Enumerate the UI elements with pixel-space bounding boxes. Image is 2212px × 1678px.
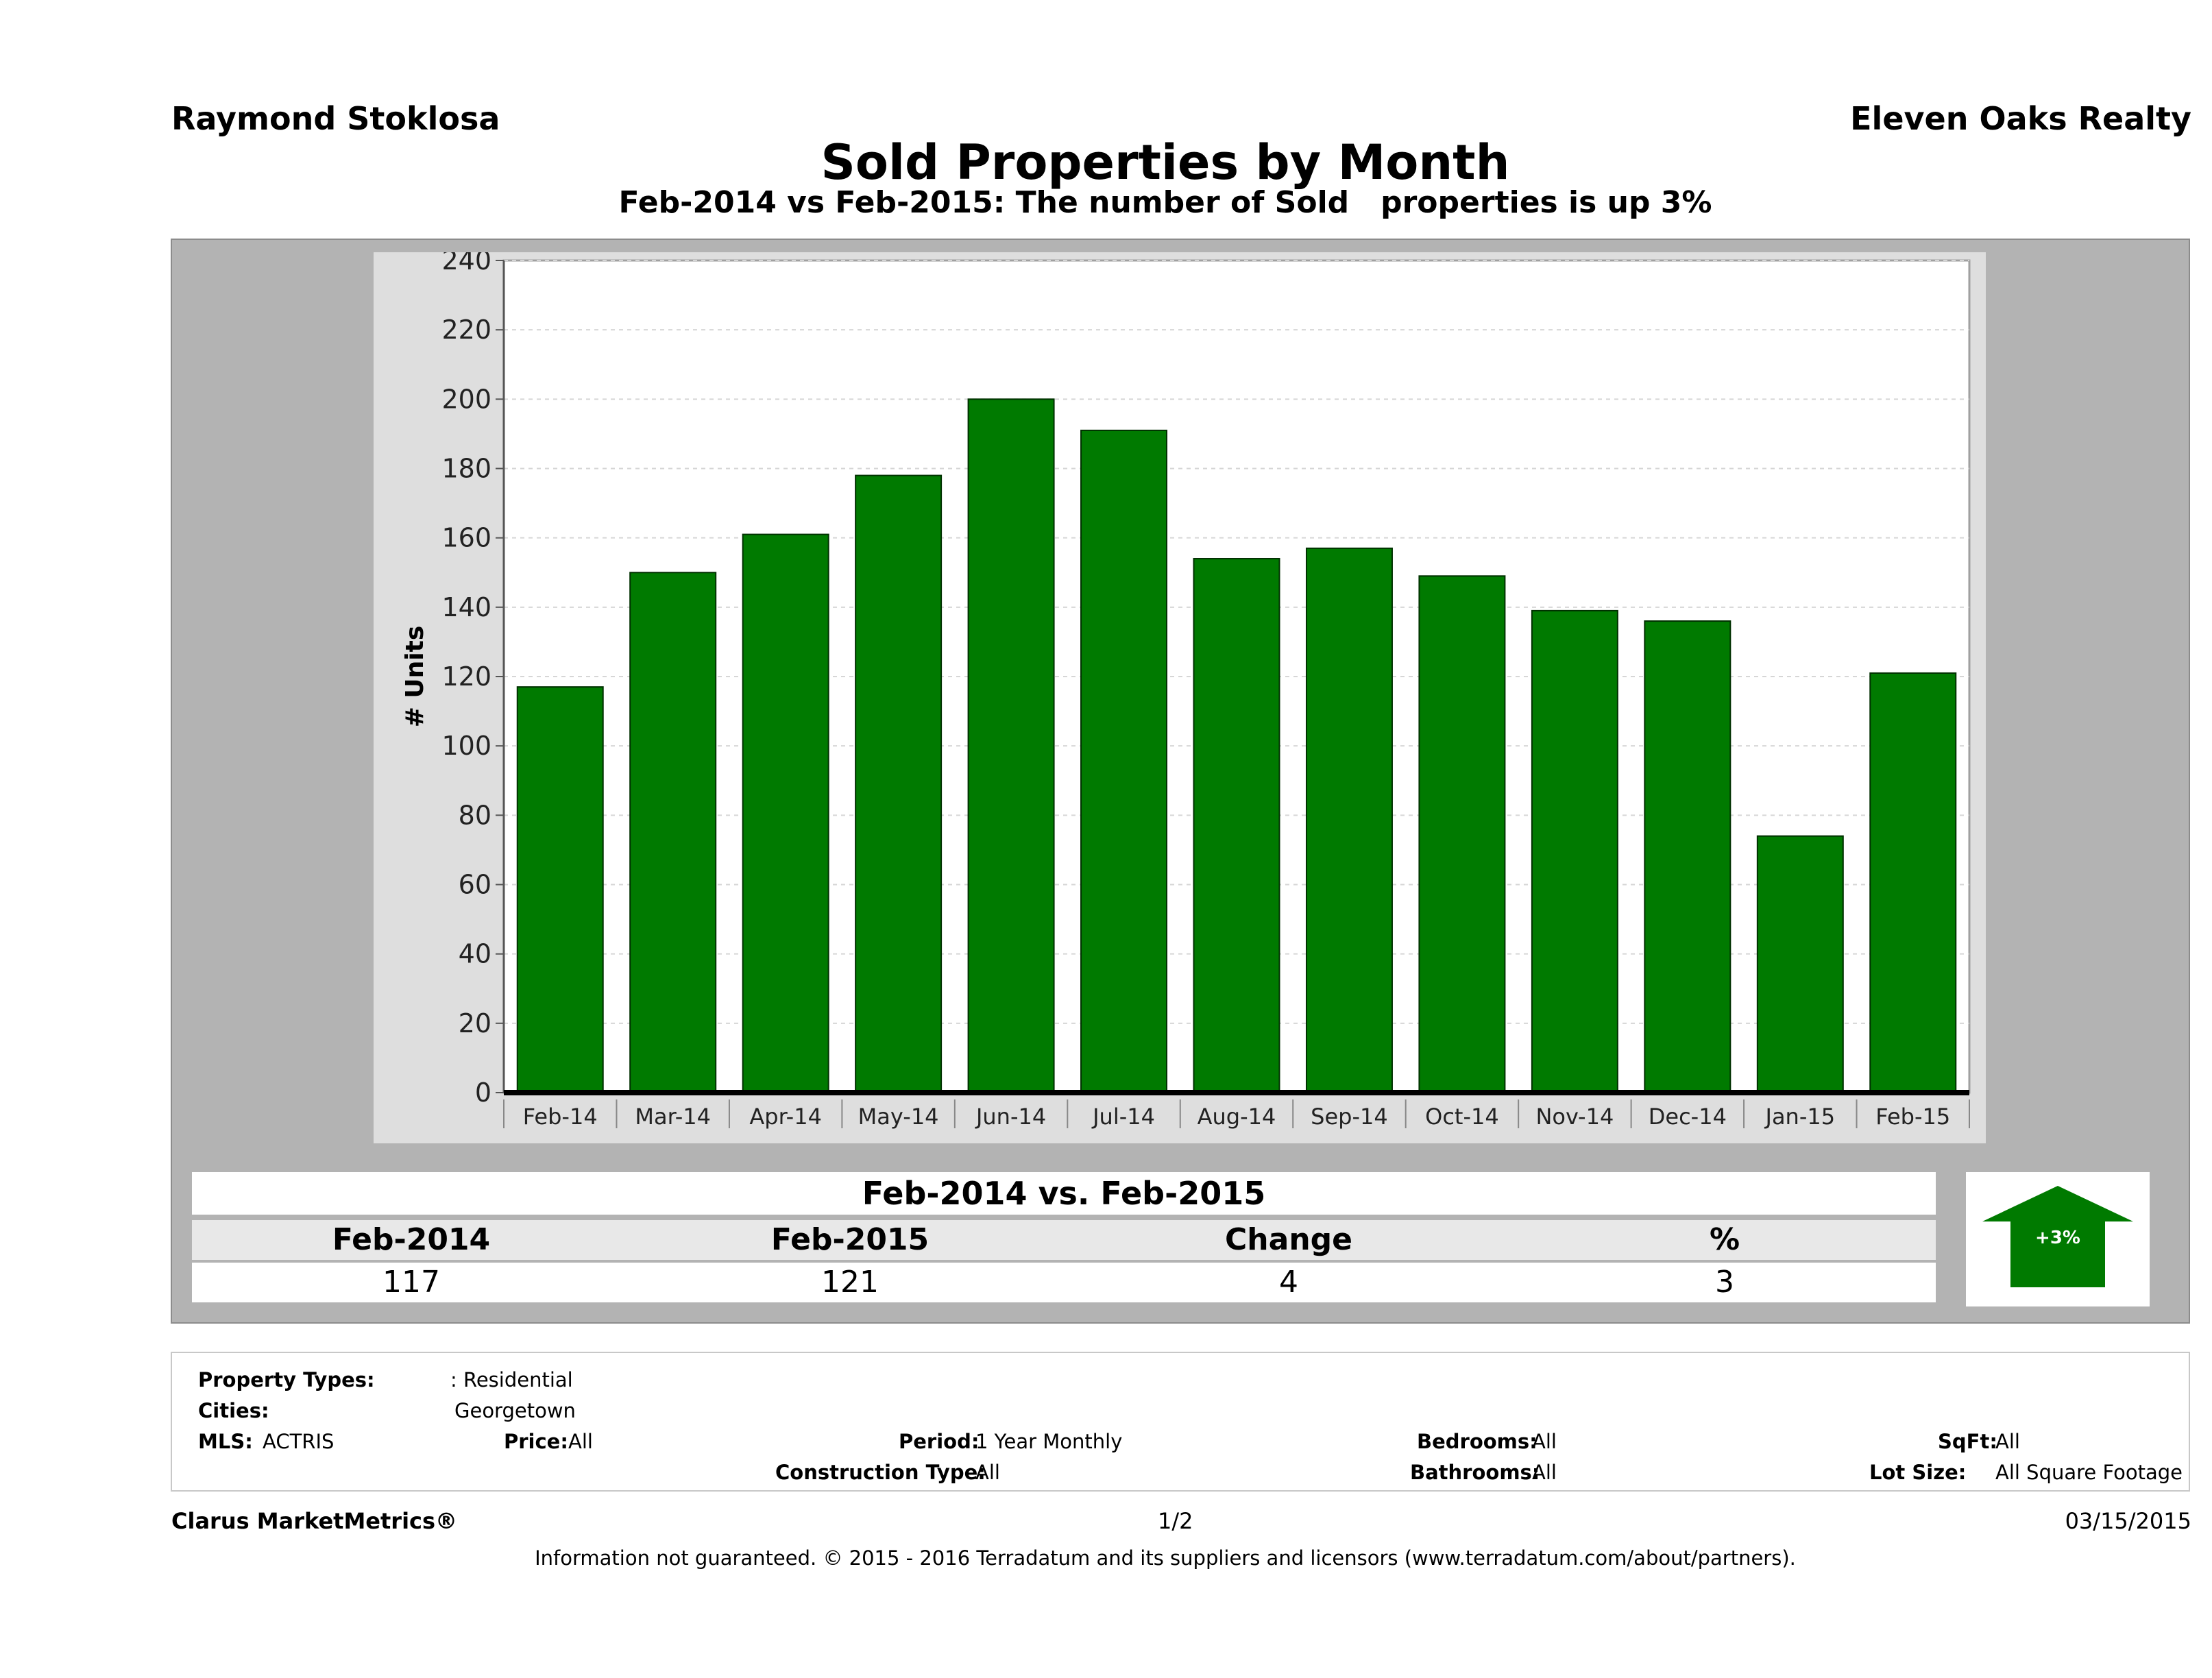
- sqft-label: SqFt:: [1938, 1430, 1997, 1453]
- bar: [1644, 620, 1731, 1093]
- bedrooms-value: All: [1532, 1430, 1557, 1453]
- x-tick-label: Jan-15: [1764, 1104, 1836, 1130]
- y-tick-label: 180: [441, 454, 491, 484]
- lot-size-label: Lot Size:: [1869, 1461, 1967, 1484]
- bar: [1531, 609, 1618, 1093]
- y-tick-label: 0: [475, 1078, 491, 1108]
- bar: [1756, 835, 1844, 1094]
- y-tick-label: 20: [459, 1008, 491, 1038]
- x-tick-label: Feb-15: [1875, 1104, 1950, 1130]
- property-types-label: Property Types:: [198, 1368, 375, 1391]
- brokerage-name: Eleven Oaks Realty: [1850, 100, 2191, 137]
- x-tick-label: Feb-14: [523, 1104, 598, 1130]
- y-tick-label: 160: [441, 523, 491, 553]
- construction-type-label: Construction Type:: [775, 1461, 986, 1484]
- x-tick-label: Nov-14: [1535, 1104, 1614, 1130]
- page-number: 1/2: [1158, 1508, 1193, 1534]
- bar: [742, 533, 829, 1093]
- bedrooms-label: Bedrooms:: [1417, 1430, 1538, 1453]
- disclaimer: Information not guaranteed. © 2015 - 201…: [535, 1546, 1796, 1570]
- price-value: All: [568, 1430, 593, 1453]
- x-tick-label: Aug-14: [1198, 1104, 1276, 1130]
- y-tick-label: 240: [441, 252, 491, 276]
- x-tick-label: Oct-14: [1425, 1104, 1499, 1130]
- x-tick-label: Sep-14: [1311, 1104, 1388, 1130]
- y-tick-label: 140: [441, 592, 491, 622]
- bar: [1193, 558, 1280, 1093]
- summary-header-percent: %: [1709, 1222, 1740, 1257]
- bathrooms-label: Bathrooms:: [1410, 1461, 1540, 1484]
- y-tick-label: 200: [441, 384, 491, 414]
- y-tick-label: 80: [459, 800, 491, 830]
- agent-name: Raymond Stoklosa: [171, 100, 500, 137]
- change-badge: +3%: [1966, 1172, 2150, 1306]
- summary-value-feb2014: 117: [382, 1265, 440, 1300]
- footer-brand: Clarus MarketMetrics®: [171, 1508, 458, 1534]
- summary-header-feb2015: Feb-2015: [770, 1222, 929, 1257]
- summary-value-row: 117 121 4 3: [192, 1263, 1936, 1302]
- y-axis-label: # Units: [401, 626, 429, 728]
- period-value: 1 Year Monthly: [975, 1430, 1123, 1453]
- filter-info-box: Property Types: : Residential Cities: Ge…: [171, 1352, 2190, 1492]
- summary-value-feb2015: 121: [821, 1265, 879, 1300]
- y-tick-label: 120: [441, 661, 491, 692]
- y-tick-label: 40: [459, 939, 491, 969]
- y-tick-label: 220: [441, 315, 491, 345]
- bathrooms-value: All: [1532, 1461, 1557, 1484]
- x-tick-label: Apr-14: [749, 1104, 822, 1130]
- x-tick-label: Mar-14: [635, 1104, 711, 1130]
- y-tick-label: 100: [441, 731, 491, 761]
- bar: [629, 572, 717, 1093]
- property-types-value: : Residential: [450, 1368, 573, 1391]
- x-tick-label: Jun-14: [975, 1104, 1046, 1130]
- summary-header-feb2014: Feb-2014: [332, 1222, 491, 1257]
- summary-header-change: Change: [1225, 1222, 1352, 1257]
- price-label: Price:: [504, 1430, 568, 1453]
- page-subtitle: Feb-2014 vs Feb-2015: The number of Sold…: [618, 185, 1712, 220]
- summary-value-percent: 3: [1715, 1265, 1734, 1300]
- bar-chart: 0 20 40 60 80 100 120 140 160 180 200 220 240 Feb-14 M…: [401, 252, 1971, 1130]
- bar: [1869, 672, 1957, 1093]
- page-title: Sold Properties by Month: [821, 134, 1510, 191]
- summary-title: Feb-2014 vs. Feb-2015: [192, 1172, 1936, 1215]
- x-tick-label: May-14: [858, 1104, 939, 1130]
- cities-label: Cities:: [198, 1399, 269, 1422]
- construction-type-value: All: [975, 1461, 1000, 1484]
- y-tick-label: 60: [459, 870, 491, 900]
- period-label: Period:: [899, 1430, 980, 1453]
- up-arrow-icon: +3%: [1982, 1186, 2133, 1287]
- bar: [516, 686, 604, 1093]
- bar: [1305, 547, 1393, 1093]
- report-date: 03/15/2015: [2065, 1508, 2191, 1534]
- bar: [855, 474, 943, 1094]
- bar: [1080, 429, 1168, 1093]
- sqft-value: All: [1995, 1430, 2020, 1453]
- badge-label: +3%: [2035, 1228, 2080, 1248]
- x-tick-label: Dec-14: [1649, 1104, 1727, 1130]
- bar: [1418, 575, 1506, 1093]
- mls-label: MLS:: [198, 1430, 253, 1453]
- summary-table: Feb-2014 vs. Feb-2015 Feb-2014 Feb-2015 …: [192, 1172, 1936, 1306]
- bar: [967, 398, 1055, 1094]
- mls-value: ACTRIS: [263, 1430, 335, 1453]
- summary-value-change: 4: [1279, 1265, 1298, 1300]
- cities-value: Georgetown: [454, 1399, 576, 1422]
- x-tick-label: Jul-14: [1091, 1104, 1155, 1130]
- summary-header-row: Feb-2014 Feb-2015 Change %: [192, 1220, 1936, 1260]
- lot-size-value: All Square Footage: [1995, 1461, 2183, 1484]
